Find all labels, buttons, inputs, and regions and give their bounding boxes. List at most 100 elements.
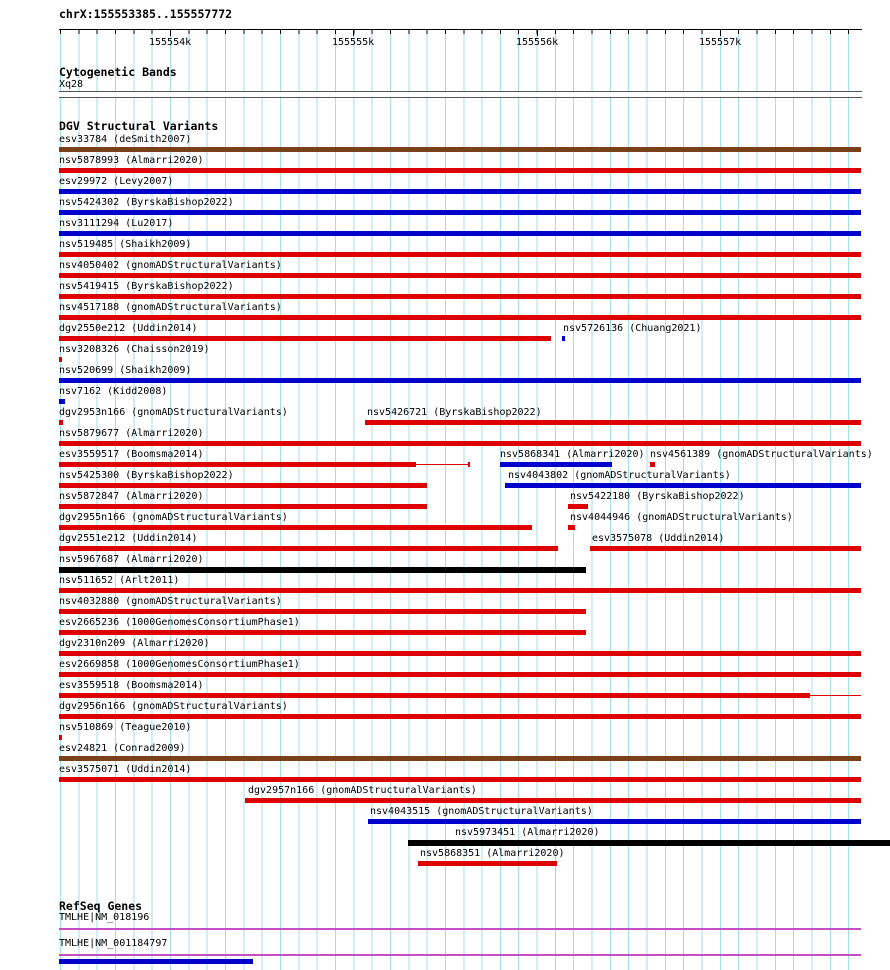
- cytoband-name[interactable]: Xq28: [59, 79, 84, 90]
- variant-bar[interactable]: [59, 231, 861, 236]
- variant-bar[interactable]: [59, 462, 416, 467]
- variant-label[interactable]: nsv5425300 (ByrskaBishop2022): [59, 470, 234, 481]
- variant-bar[interactable]: [59, 756, 861, 761]
- variant-label[interactable]: nsv511652 (Arlt2011): [59, 575, 180, 586]
- variant-bar[interactable]: [59, 273, 861, 278]
- variant-label[interactable]: nsv5419415 (ByrskaBishop2022): [59, 281, 234, 292]
- ruler-line: [59, 29, 862, 30]
- variant-bar[interactable]: [59, 252, 861, 257]
- variant-label[interactable]: nsv7162 (Kidd2008): [59, 386, 168, 397]
- variant-bar[interactable]: [59, 609, 586, 614]
- variant-label[interactable]: nsv5879677 (Almarri2020): [59, 428, 204, 439]
- variant-label[interactable]: dgv2953n166 (gnomADStructuralVariants): [59, 407, 288, 418]
- variant-label[interactable]: nsv5426721 (ByrskaBishop2022): [367, 407, 542, 418]
- variant-label[interactable]: esv24821 (Conrad2009): [59, 743, 186, 754]
- variant-label[interactable]: nsv4044946 (gnomADStructuralVariants): [570, 512, 793, 523]
- variant-label[interactable]: dgv2955n166 (gnomADStructuralVariants): [59, 512, 288, 523]
- variant-bar[interactable]: [59, 567, 586, 573]
- variant-bar[interactable]: [245, 798, 861, 803]
- variant-bar[interactable]: [562, 336, 565, 341]
- variant-label[interactable]: esv3559517 (Boomsma2014): [59, 449, 204, 460]
- variant-bar[interactable]: [59, 378, 861, 383]
- variant-bar[interactable]: [59, 210, 861, 215]
- variant-label[interactable]: nsv4032880 (gnomADStructuralVariants): [59, 596, 282, 607]
- variant-label[interactable]: nsv3208326 (Chaisson2019): [59, 344, 210, 355]
- variant-label[interactable]: nsv4561389 (gnomADStructuralVariants): [650, 449, 873, 460]
- gene-exon[interactable]: [59, 959, 253, 964]
- variant-label[interactable]: esv3559518 (Boomsma2014): [59, 680, 204, 691]
- variant-bar[interactable]: [59, 504, 427, 509]
- variant-bar[interactable]: [59, 336, 551, 341]
- variant-bar[interactable]: [59, 168, 861, 173]
- ruler-tick: [170, 30, 171, 36]
- variant-bar[interactable]: [59, 294, 861, 299]
- variant-bar[interactable]: [59, 693, 810, 698]
- variant-label[interactable]: nsv5422180 (ByrskaBishop2022): [570, 491, 745, 502]
- variant-bar[interactable]: [59, 546, 558, 551]
- variant-bar[interactable]: [418, 861, 557, 866]
- variant-bar[interactable]: [59, 441, 861, 446]
- variant-bar[interactable]: [650, 462, 655, 467]
- variant-label[interactable]: dgv2957n166 (gnomADStructuralVariants): [248, 785, 477, 796]
- gene-line[interactable]: [59, 954, 861, 956]
- variant-label[interactable]: esv29972 (Levy2007): [59, 176, 174, 187]
- variant-bar[interactable]: [59, 147, 861, 152]
- variant-label[interactable]: nsv5967687 (Almarri2020): [59, 554, 204, 565]
- region-label: chrX:155553385..155557772: [59, 7, 233, 21]
- variant-label[interactable]: esv2669858 (1000GenomesConsortiumPhase1): [59, 659, 300, 670]
- variant-label[interactable]: nsv5726136 (Chuang2021): [563, 323, 702, 334]
- variant-label[interactable]: dgv2310n209 (Almarri2020): [59, 638, 210, 649]
- variant-label[interactable]: nsv510869 (Teague2010): [59, 722, 192, 733]
- variant-label[interactable]: nsv4043802 (gnomADStructuralVariants): [508, 470, 731, 481]
- variant-bar[interactable]: [59, 588, 861, 593]
- variant-bar[interactable]: [505, 483, 861, 488]
- variant-bar[interactable]: [416, 464, 470, 465]
- variant-bar[interactable]: [500, 462, 612, 467]
- variant-bar[interactable]: [59, 357, 62, 362]
- variant-bar[interactable]: [468, 462, 470, 467]
- variant-bar[interactable]: [590, 546, 861, 551]
- variant-label[interactable]: nsv5973451 (Almarri2020): [455, 827, 600, 838]
- variant-label[interactable]: esv3575071 (Uddin2014): [59, 764, 192, 775]
- variant-bar[interactable]: [59, 420, 63, 425]
- variant-bar[interactable]: [59, 672, 861, 677]
- ruler-minor-ticks: [60, 30, 850, 34]
- variant-bar[interactable]: [368, 819, 861, 824]
- variant-bar[interactable]: [568, 504, 588, 509]
- variant-label[interactable]: nsv3111294 (Lu2017): [59, 218, 174, 229]
- variant-label[interactable]: esv3575078 (Uddin2014): [592, 533, 725, 544]
- variant-bar[interactable]: [59, 735, 62, 740]
- variant-label[interactable]: nsv4043515 (gnomADStructuralVariants): [370, 806, 593, 817]
- variant-bar[interactable]: [59, 777, 861, 782]
- variant-bar[interactable]: [408, 840, 890, 846]
- variant-bar[interactable]: [59, 315, 861, 320]
- variant-label[interactable]: nsv5878993 (Almarri2020): [59, 155, 204, 166]
- variant-label[interactable]: nsv519485 (Shaikh2009): [59, 239, 192, 250]
- variant-label[interactable]: esv33784 (deSmith2007): [59, 134, 192, 145]
- variant-label[interactable]: dgv2551e212 (Uddin2014): [59, 533, 198, 544]
- variant-label[interactable]: esv2665236 (1000GenomesConsortiumPhase1): [59, 617, 300, 628]
- variant-bar[interactable]: [568, 525, 575, 530]
- gene-line[interactable]: [59, 928, 861, 930]
- variant-bar[interactable]: [59, 189, 861, 194]
- variant-label[interactable]: dgv2956n166 (gnomADStructuralVariants): [59, 701, 288, 712]
- variant-bar[interactable]: [810, 695, 861, 696]
- variant-label[interactable]: nsv520699 (Shaikh2009): [59, 365, 192, 376]
- variant-label[interactable]: dgv2550e212 (Uddin2014): [59, 323, 198, 334]
- variant-bar[interactable]: [365, 420, 861, 425]
- variant-label[interactable]: nsv5868341 (Almarri2020): [500, 449, 645, 460]
- variant-bar[interactable]: [59, 714, 861, 719]
- variant-bar[interactable]: [59, 399, 65, 404]
- variant-bar[interactable]: [59, 630, 586, 635]
- variant-label[interactable]: nsv5424302 (ByrskaBishop2022): [59, 197, 234, 208]
- gene-label[interactable]: TMLHE|NM_018196: [59, 912, 150, 923]
- variant-label[interactable]: nsv4050402 (gnomADStructuralVariants): [59, 260, 282, 271]
- gene-label[interactable]: TMLHE|NM_001184797: [59, 938, 168, 949]
- variant-bar[interactable]: [59, 525, 532, 530]
- gridlines: [60, 30, 850, 970]
- variant-label[interactable]: nsv4517188 (gnomADStructuralVariants): [59, 302, 282, 313]
- variant-label[interactable]: nsv5872847 (Almarri2020): [59, 491, 204, 502]
- variant-bar[interactable]: [59, 483, 427, 488]
- variant-label[interactable]: nsv5868351 (Almarri2020): [420, 848, 565, 859]
- variant-bar[interactable]: [59, 651, 861, 656]
